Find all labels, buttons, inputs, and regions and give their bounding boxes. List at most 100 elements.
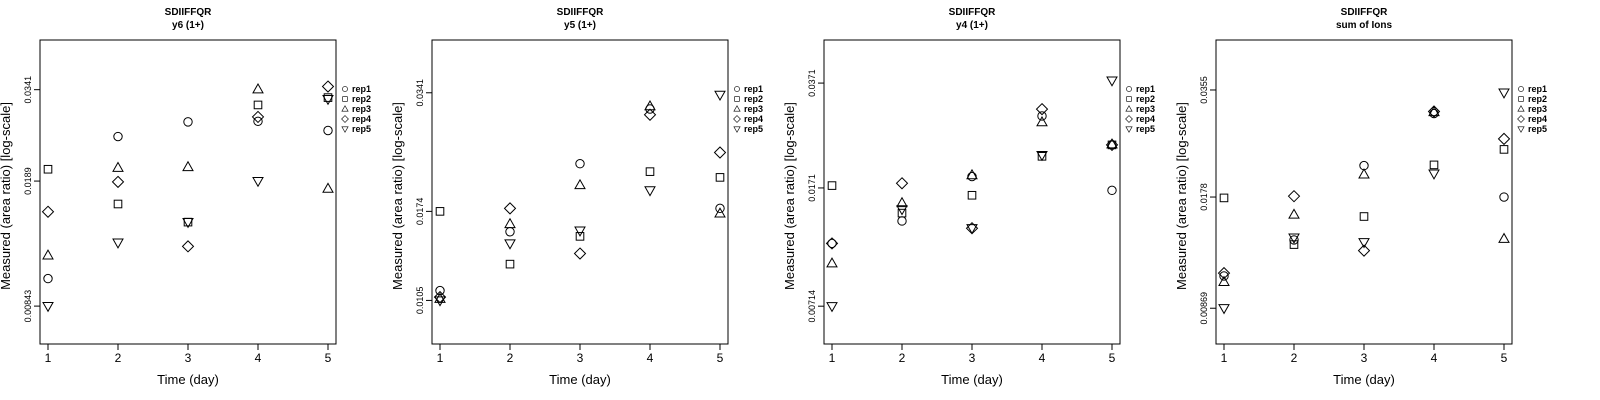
x-axis-label: Time (day): [549, 372, 611, 387]
y-tick-label: 0.00843: [23, 290, 33, 323]
data-point-rep1: [43, 273, 53, 284]
legend-marker: [1126, 96, 1132, 102]
data-point-rep1: [897, 216, 907, 226]
y-tick-label: 0.0178: [1199, 183, 1209, 211]
legend-symbol-rep2: [734, 96, 740, 102]
legend-symbol-rep5: [733, 126, 741, 133]
legend-marker: [1517, 115, 1525, 123]
data-point-rep5: [1358, 238, 1370, 249]
y-tick-label: 0.0105: [415, 287, 425, 315]
legend-marker: [341, 126, 349, 133]
legend-symbol-rep1: [342, 86, 348, 92]
legend-marker: [1126, 86, 1132, 92]
data-point-rep4: [1427, 105, 1441, 118]
chart-subtitle: y6 (1+): [172, 20, 204, 31]
data-point-rep2: [435, 207, 445, 216]
y-tick-label: 0.0189: [23, 167, 33, 195]
data-point-rep4: [41, 205, 55, 218]
legend-symbol-rep4: [733, 115, 741, 123]
data-point-rep5: [714, 90, 726, 102]
data-point-rep2: [645, 167, 655, 176]
legend-label: rep2: [744, 94, 763, 104]
y-tick-label: 0.00714: [807, 290, 817, 323]
legend-marker: [734, 86, 740, 92]
legend-symbol-rep1: [1518, 86, 1524, 92]
data-point-rep1: [505, 227, 515, 237]
data-point-rep4: [111, 175, 125, 189]
x-tick-label: 2: [899, 351, 906, 365]
data-point-rep1: [1107, 185, 1117, 196]
legend-symbol-rep3: [1517, 105, 1525, 112]
data-point-rep3: [1036, 115, 1048, 127]
data-point-rep3: [1288, 208, 1300, 219]
legend-marker: [1125, 115, 1133, 123]
data-point-rep4: [1287, 189, 1301, 203]
x-tick-label: 5: [1109, 351, 1116, 365]
legend-symbol-rep3: [1125, 105, 1133, 112]
data-point-rep3: [1218, 275, 1230, 286]
data-point-rep3: [1106, 138, 1118, 149]
legend-symbol-rep3: [341, 105, 349, 112]
x-tick-label: 3: [969, 351, 976, 365]
plot-area: [823, 39, 1121, 345]
data-point-rep2: [505, 259, 515, 269]
legend-symbol-rep4: [1517, 115, 1525, 123]
legend-symbol-rep2: [1126, 96, 1132, 102]
chart-subtitle: sum of Ions: [1336, 20, 1393, 31]
data-point-rep3: [1428, 105, 1440, 117]
data-point-rep1: [967, 171, 977, 182]
data-point-rep5: [504, 239, 516, 250]
legend-label: rep4: [352, 114, 371, 124]
data-point-rep4: [433, 290, 447, 304]
x-tick-label: 2: [1291, 351, 1298, 365]
data-point-rep5: [322, 94, 334, 106]
legend-marker: [1518, 86, 1524, 92]
data-point-rep4: [1105, 138, 1119, 152]
data-point-rep3: [1358, 168, 1370, 179]
data-point-rep1: [435, 285, 445, 296]
data-point-rep2: [1359, 212, 1369, 221]
data-point-rep2: [1429, 160, 1439, 170]
x-tick-label: 3: [577, 351, 584, 365]
data-point-rep3: [112, 161, 124, 172]
x-tick-label: 1: [1221, 351, 1228, 365]
plot-area: [39, 39, 337, 345]
data-point-rep3: [644, 99, 656, 111]
data-point-rep4: [1035, 102, 1049, 116]
y-tick-label: 0.0341: [23, 76, 33, 104]
legend-label: rep1: [1528, 84, 1547, 94]
data-point-rep3: [826, 257, 838, 268]
legend-label: rep4: [1528, 114, 1547, 124]
legend-symbol-rep4: [341, 115, 349, 123]
legend-label: rep4: [744, 114, 763, 124]
legend-marker: [1125, 126, 1133, 133]
legend-label: rep5: [352, 124, 371, 134]
legend-marker: [341, 105, 349, 112]
data-point-rep1: [827, 238, 837, 249]
y-axis-label: Measured (area ratio) [log-scale]: [1174, 102, 1189, 290]
legend-marker: [342, 96, 348, 102]
legend-symbol-rep5: [1125, 126, 1133, 133]
data-point-rep5: [1288, 233, 1300, 244]
legend-label: rep1: [744, 84, 763, 94]
legend-symbol-rep2: [1518, 96, 1524, 102]
legend-label: rep5: [1136, 124, 1155, 134]
data-point-rep5: [434, 296, 446, 307]
data-point-rep3: [1498, 232, 1510, 243]
data-point-rep2: [715, 173, 725, 182]
data-point-rep1: [575, 159, 585, 169]
data-point-rep2: [827, 181, 837, 190]
data-point-rep1: [1037, 111, 1047, 121]
x-axis-label: Time (day): [1333, 372, 1395, 387]
y-tick-label: 0.0341: [415, 79, 425, 107]
legend-label: rep4: [1136, 114, 1155, 124]
data-point-rep4: [573, 247, 587, 260]
data-point-rep4: [713, 146, 727, 159]
data-point-rep3: [252, 83, 264, 94]
data-point-rep4: [251, 110, 265, 124]
data-point-rep2: [113, 199, 123, 209]
x-tick-label: 4: [1431, 351, 1438, 365]
